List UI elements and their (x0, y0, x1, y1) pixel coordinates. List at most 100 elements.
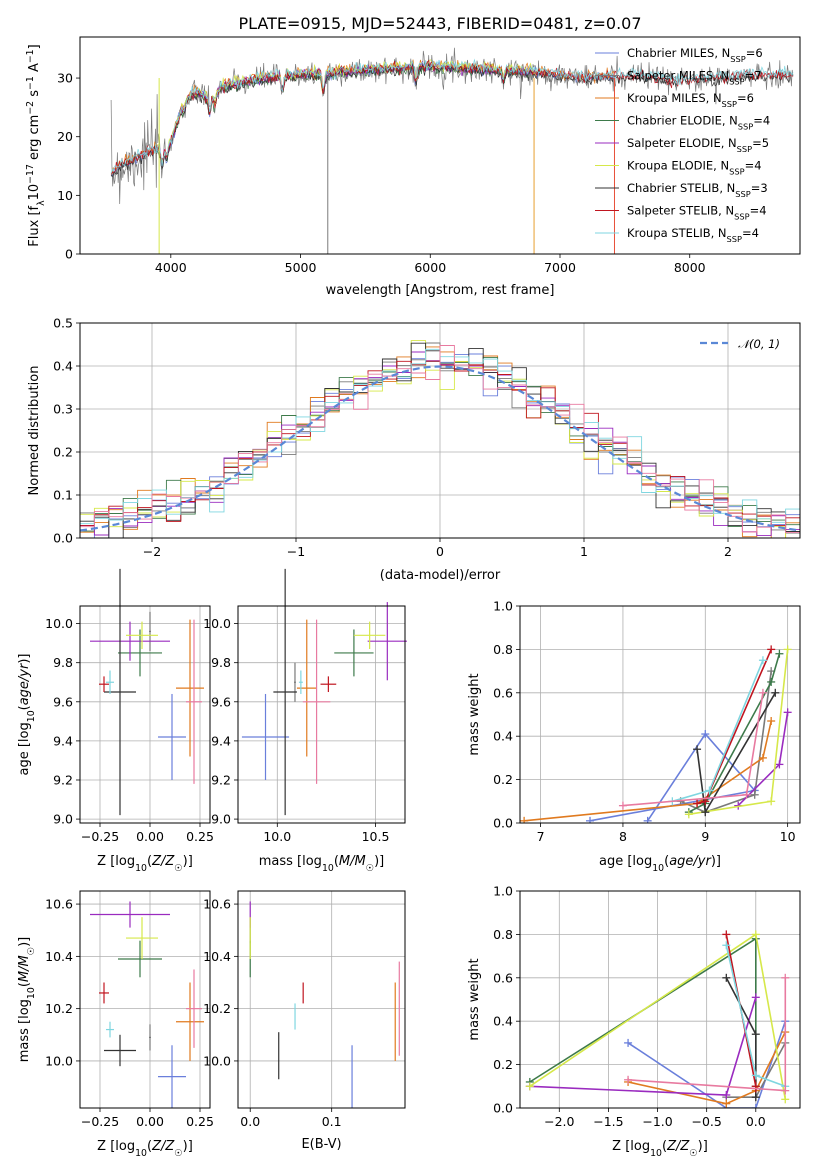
y-axis-label: mass weight (467, 958, 482, 1040)
y-tick-label: 0.1 (53, 488, 73, 503)
x-tick-label: 0.25 (186, 1114, 214, 1129)
residual-histogram-chabrier-stelib (80, 342, 800, 538)
errorbar-kroupa-stelib (106, 1021, 114, 1038)
x-axis-label: Z [log10(Z/Z☉)] (612, 1139, 708, 1159)
y-tick-label: 0.4 (53, 359, 73, 374)
y-axis-label: Normed distribution (27, 366, 42, 496)
x-tick-label: 5000 (285, 260, 317, 275)
errorbar-chabrier-stelib (273, 568, 297, 816)
x-axis-label: wavelength [Angstrom, rest frame] (326, 283, 555, 298)
axes-frame (519, 890, 801, 1109)
spectrum-panel: 4000 5000 6000 7000 8000 0 10 20 30 Chabrier MILE… (25, 36, 801, 298)
x-axis-label: Z [log10(Z/Z☉)] (97, 854, 193, 874)
y-tick-label: 0.0 (493, 816, 513, 831)
weight-series-extra (618, 688, 767, 810)
residual-histogram-extra (80, 345, 800, 538)
errorbar-chabrier-stelib (104, 1034, 136, 1067)
axes-frame (79, 890, 211, 1109)
x-tick-label: 0.25 (186, 829, 214, 844)
x-tick-label: −0.25 (81, 1114, 119, 1129)
x-tick-label: −0.25 (81, 829, 119, 844)
weight-series-salpeter-stelib (693, 645, 776, 808)
y-tick-label: 9.2 (211, 772, 231, 787)
age-vs-metallicity-panel: −0.25 0.00 0.25 9.0 9.2 9.4 9.6 9.8 10.0 Z [log10… (17, 568, 214, 874)
errorbar-salpeter-elodie (367, 602, 407, 681)
y-tick-label: 9.0 (53, 812, 73, 827)
x-tick-label: 7 (537, 829, 545, 844)
model-spectrum-chabrier-miles (110, 59, 615, 177)
y-tick-label: 9.4 (211, 733, 231, 748)
axes-frame (519, 605, 801, 824)
x-axis-label: age [log10(age/yr)] (599, 854, 721, 874)
y-tick-label: 0.2 (53, 445, 73, 460)
legend-entry: Kroupa MILES, NSSP=6 (627, 91, 754, 109)
y-tick-label: 1.0 (493, 884, 513, 899)
y-tick-label: 9.2 (53, 772, 73, 787)
y-tick-label: 10.6 (203, 897, 231, 912)
y-tick-label: 0.2 (493, 1057, 513, 1072)
weight-series-salpeter-elodie (525, 993, 760, 1099)
y-tick-label: 30 (57, 71, 73, 86)
axes-frame (79, 605, 211, 824)
y-tick-label: 10 (57, 188, 73, 203)
errorbar-chabrier-miles (158, 693, 186, 780)
errorbar-salpeter-elodie (90, 901, 170, 928)
errorbar-chabrier-elodie (334, 629, 374, 677)
y-tick-label: 10.0 (203, 1053, 231, 1068)
mass-weight-vs-metallicity-panel: −2.0 −1.5 −1.0 −0.5 0.0 0.0 0.2 0.4 0.6 0.8 1.0 mas… (467, 884, 801, 1159)
y-tick-label: 0.6 (493, 685, 513, 700)
x-tick-label: −1.5 (593, 1114, 623, 1129)
y-tick-label: 9.6 (211, 694, 231, 709)
x-tick-label: 0.1 (322, 1114, 342, 1129)
y-tick-label: 9.8 (53, 655, 73, 670)
axes-frame (237, 605, 406, 824)
y-tick-label: 9.4 (53, 733, 73, 748)
x-axis-label: (data-model)/error (380, 568, 501, 583)
mass-vs-ebv-panel: 0.0 0.1 10.0 10.2 10.4 10.6 E(B-V) (203, 890, 406, 1152)
y-tick-label: 10.0 (45, 616, 73, 631)
errorbar-chabrier-elodie (118, 940, 162, 978)
x-tick-label: −2 (143, 544, 161, 559)
axes-frame (79, 322, 801, 539)
x-tick-label: 0.0 (240, 1114, 260, 1129)
mass-weight-vs-age-panel: 7 8 9 10 0.0 0.2 0.4 0.6 0.8 1.0 mass weight age [l… (467, 599, 801, 874)
mass-vs-metallicity-panel: −0.25 0.00 0.25 10.0 10.2 10.4 10.6 Z [log10(Z/… (17, 890, 214, 1159)
x-tick-label: 0.0 (746, 1114, 766, 1129)
y-axis-label: mass weight (467, 673, 482, 755)
legend-entry: Salpeter ELODIE, NSSP=5 (627, 136, 769, 154)
y-tick-label: 0.4 (493, 1014, 513, 1029)
y-axis-label: age [log10(age/yr)] (17, 653, 37, 775)
y-tick-label: 10.0 (45, 1053, 73, 1068)
errorbar-kroupa-stelib (298, 670, 303, 694)
errorbar-extra (186, 969, 202, 1048)
legend-entry: Chabrier ELODIE, NSSP=4 (627, 114, 770, 132)
x-axis-label: E(B-V) (301, 1137, 341, 1152)
x-tick-label: 10.5 (362, 829, 390, 844)
figure-title: PLATE=0915, MJD=52443, FIBERID=0481, z=0… (238, 14, 641, 33)
errorbar-kroupa-stelib (106, 670, 114, 694)
weight-series-extra (624, 973, 790, 1095)
x-tick-label: 0.00 (136, 829, 164, 844)
errorbar-kroupa-elodie (126, 621, 158, 650)
residual-histogram-panel: −2 −1 0 1 2 0.0 0.1 0.2 0.3 0.4 0.5 𝒩(0, 1) (data-mo… (27, 316, 801, 583)
x-tick-label: 0 (436, 544, 444, 559)
errorbar-chabrier-miles (158, 1045, 186, 1108)
weight-series-chabrier-elodie (525, 934, 760, 1091)
errorbar-kroupa-miles (176, 619, 204, 757)
errorbar-chabrier-stelib (104, 568, 136, 816)
y-tick-label: 0.6 (493, 970, 513, 985)
weight-series-kroupa-miles (520, 717, 776, 823)
x-tick-label: 10.0 (263, 829, 291, 844)
y-tick-label: 0.5 (53, 316, 73, 331)
y-tick-label: 0.0 (493, 1101, 513, 1116)
errorbar-chabrier-miles (241, 693, 290, 780)
axes-frame (237, 890, 406, 1109)
x-tick-label: 4000 (155, 260, 187, 275)
weight-series-kroupa-elodie (525, 930, 790, 1104)
x-tick-label: 8000 (674, 260, 706, 275)
errorbar-salpeter-elodie (90, 621, 170, 661)
legend-entry: Salpeter STELIB, NSSP=4 (627, 204, 767, 222)
y-axis-label: mass [log10(M/M☉)] (17, 937, 37, 1063)
y-tick-label: 10.2 (203, 1001, 231, 1016)
errorbar-extra (186, 619, 202, 784)
